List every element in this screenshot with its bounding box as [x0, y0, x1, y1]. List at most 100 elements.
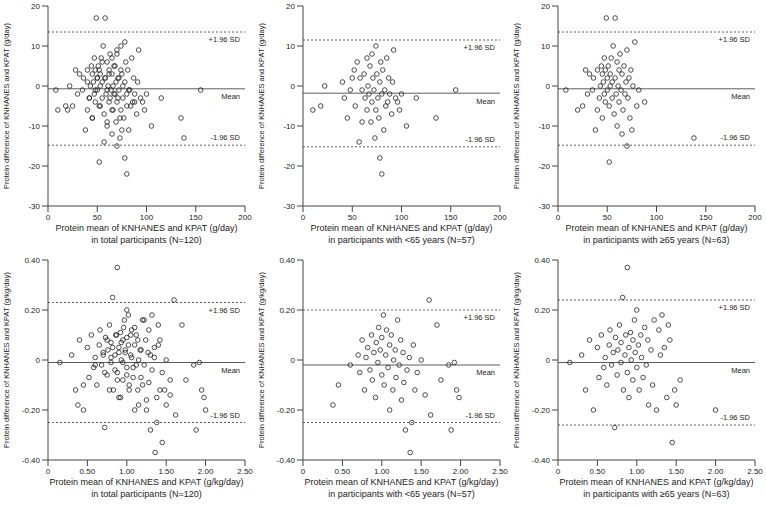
svg-text:20: 20 — [31, 2, 40, 11]
svg-text:Protein difference of KNHANES: Protein difference of KNHANES and KPAT (… — [512, 23, 521, 189]
svg-text:0: 0 — [556, 213, 561, 222]
svg-text:2.00: 2.00 — [198, 467, 214, 476]
svg-text:0: 0 — [36, 82, 41, 91]
html-text:Protein mean of KNHANES and KP: Protein mean of KNHANES and KPAT (g/day) — [55, 223, 238, 233]
svg-text:200: 200 — [748, 213, 758, 222]
svg-text:Protein difference of KNHANES: Protein difference of KNHANES and KPAT (… — [8, 272, 11, 448]
svg-text:-10: -10 — [283, 122, 295, 131]
svg-text:0.20: 0.20 — [534, 306, 550, 315]
svg-text:10: 10 — [286, 42, 295, 51]
svg-text:+1.96 SD: +1.96 SD — [719, 35, 751, 44]
svg-text:0: 0 — [301, 467, 306, 476]
svg-text:20: 20 — [541, 2, 550, 11]
svg-text:-1.96 SD: -1.96 SD — [720, 133, 750, 142]
svg-text:0.20: 0.20 — [279, 306, 295, 315]
svg-text:0: 0 — [556, 467, 561, 476]
svg-text:1.00: 1.00 — [374, 467, 390, 476]
svg-text:0: 0 — [46, 213, 51, 222]
svg-text:0: 0 — [291, 82, 296, 91]
svg-text:1.00: 1.00 — [119, 467, 135, 476]
svg-text:10: 10 — [31, 42, 40, 51]
svg-text:-1.96 SD: -1.96 SD — [210, 411, 240, 420]
svg-text:Protein difference of KNHANES: Protein difference of KNHANES and KPAT (… — [257, 23, 266, 189]
svg-text:-30: -30 — [283, 202, 295, 211]
svg-text:1.50: 1.50 — [668, 467, 684, 476]
svg-text:-20: -20 — [283, 162, 295, 171]
html-text:Protein mean of KNHANES and KP: Protein mean of KNHANES and KPAT (g/kg/d… — [304, 477, 499, 487]
svg-text:150: 150 — [699, 213, 713, 222]
svg-text:-20: -20 — [28, 162, 40, 171]
svg-text:-30: -30 — [28, 202, 40, 211]
svg-text:-0.40: -0.40 — [532, 456, 551, 465]
svg-text:-10: -10 — [538, 122, 550, 131]
svg-text:-1.96 SD: -1.96 SD — [720, 413, 750, 422]
svg-text:2.50: 2.50 — [492, 467, 508, 476]
svg-text:Mean: Mean — [221, 366, 240, 375]
svg-text:Protein difference of KNHANES: Protein difference of KNHANES and KPAT (… — [257, 272, 266, 448]
svg-text:50: 50 — [93, 213, 102, 222]
html-text:in total participants (N=120): in total participants (N=120) — [91, 235, 202, 245]
svg-text:1.50: 1.50 — [413, 467, 429, 476]
svg-text:0: 0 — [36, 356, 41, 365]
svg-text:-10: -10 — [28, 122, 40, 131]
svg-text:0.20: 0.20 — [24, 306, 40, 315]
svg-text:0.40: 0.40 — [279, 256, 295, 265]
html-text:in participants with ≥65 years: in participants with ≥65 years (N=63) — [583, 235, 730, 245]
svg-text:2.00: 2.00 — [708, 467, 724, 476]
svg-text:0.50: 0.50 — [590, 467, 606, 476]
svg-text:200: 200 — [238, 213, 252, 222]
svg-text:0: 0 — [301, 213, 306, 222]
svg-text:Mean: Mean — [731, 92, 750, 101]
svg-text:-0.40: -0.40 — [22, 456, 41, 465]
svg-text:1.50: 1.50 — [158, 467, 174, 476]
html-text:Protein mean of KNHANES and KP: Protein mean of KNHANES and KPAT (g/kg/d… — [49, 477, 244, 487]
svg-text:Mean: Mean — [476, 97, 495, 106]
svg-text:0.50: 0.50 — [335, 467, 351, 476]
svg-text:-1.96 SD: -1.96 SD — [210, 133, 240, 142]
svg-text:-1.96 SD: -1.96 SD — [465, 135, 495, 144]
svg-text:50: 50 — [348, 213, 357, 222]
svg-text:+1.96 SD: +1.96 SD — [209, 306, 241, 315]
html-text:Protein mean of KNHANES and KP: Protein mean of KNHANES and KPAT (g/day) — [310, 223, 493, 233]
svg-text:0: 0 — [546, 82, 551, 91]
svg-text:2.50: 2.50 — [237, 467, 253, 476]
svg-text:-1.96 SD: -1.96 SD — [465, 411, 495, 420]
svg-text:100: 100 — [650, 213, 664, 222]
svg-text:-0.40: -0.40 — [277, 456, 296, 465]
svg-text:0.40: 0.40 — [24, 256, 40, 265]
html-text:in participants with <65 years: in participants with <65 years (N=57) — [328, 235, 475, 245]
svg-text:150: 150 — [189, 213, 203, 222]
svg-text:-30: -30 — [538, 202, 550, 211]
svg-text:1.00: 1.00 — [629, 467, 645, 476]
svg-text:10: 10 — [541, 42, 550, 51]
svg-text:100: 100 — [395, 213, 409, 222]
svg-text:200: 200 — [493, 213, 507, 222]
svg-text:0.50: 0.50 — [80, 467, 96, 476]
svg-text:2.00: 2.00 — [453, 467, 469, 476]
svg-text:20: 20 — [286, 2, 295, 11]
svg-text:0: 0 — [291, 356, 296, 365]
svg-text:Mean: Mean — [731, 366, 750, 375]
svg-text:0.40: 0.40 — [534, 256, 550, 265]
svg-text:-0.20: -0.20 — [22, 406, 41, 415]
svg-text:0: 0 — [546, 356, 551, 365]
html-text:in total participants (N=120): in total participants (N=120) — [91, 489, 202, 499]
svg-text:+1.96 SD: +1.96 SD — [209, 35, 241, 44]
svg-text:-0.20: -0.20 — [532, 406, 551, 415]
svg-text:+1.96 SD: +1.96 SD — [719, 303, 751, 312]
svg-text:Mean: Mean — [221, 92, 240, 101]
svg-text:Mean: Mean — [476, 368, 495, 377]
svg-text:150: 150 — [444, 213, 458, 222]
svg-text:100: 100 — [140, 213, 154, 222]
svg-text:Protein difference of KNHANES: Protein difference of KNHANES and KPAT (… — [512, 272, 521, 448]
svg-text:Protein difference of KNHANES: Protein difference of KNHANES and KPAT (… — [8, 23, 11, 189]
html-text:Protein mean of KNHANES and KP: Protein mean of KNHANES and KPAT (g/day) — [565, 223, 748, 233]
svg-text:2.50: 2.50 — [747, 467, 758, 476]
svg-text:-20: -20 — [538, 162, 550, 171]
svg-text:-0.20: -0.20 — [277, 406, 296, 415]
svg-text:50: 50 — [603, 213, 612, 222]
svg-text:0: 0 — [46, 467, 51, 476]
svg-text:+1.96 SD: +1.96 SD — [464, 313, 496, 322]
svg-text:+1.96 SD: +1.96 SD — [464, 43, 496, 52]
html-text:in participants with <65 years: in participants with <65 years (N=57) — [328, 489, 475, 499]
